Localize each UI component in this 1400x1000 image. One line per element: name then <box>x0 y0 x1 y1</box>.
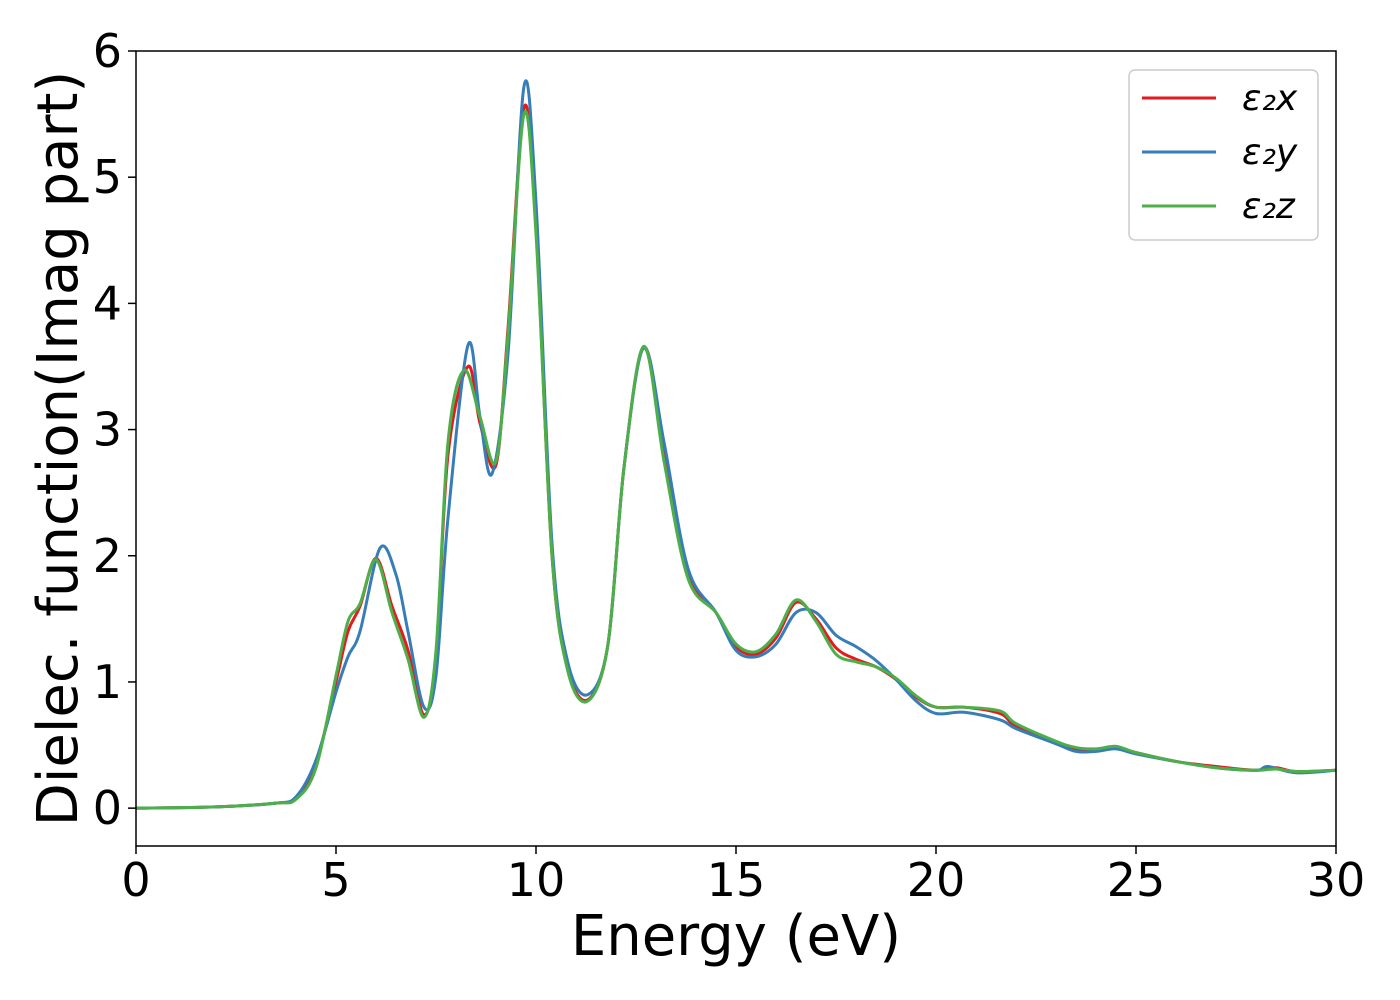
legend: ε₂x ε₂y ε₂z <box>1128 69 1319 241</box>
y-tick-label: 4 <box>93 276 122 330</box>
plot-frame <box>135 50 1337 847</box>
y-tick-label: 0 <box>93 781 122 835</box>
y-axis-label: Dielec. function(Imag part) <box>26 71 91 827</box>
x-tick-label: 20 <box>907 853 966 907</box>
x-tick-label: 5 <box>321 853 350 907</box>
x-tick-label: 15 <box>707 853 766 907</box>
series-lines <box>135 79 1337 810</box>
x-tick-label: 10 <box>507 853 566 907</box>
y-tick-label: 2 <box>93 529 122 583</box>
x-tick-label: 30 <box>1307 853 1366 907</box>
legend-box <box>1128 69 1319 241</box>
y-tick-label: 1 <box>93 655 122 709</box>
legend-label-eps2y: ε₂y <box>1242 132 1298 173</box>
legend-label-eps2z: ε₂z <box>1242 186 1296 227</box>
x-tick-label: 0 <box>121 853 150 907</box>
x-axis-ticks: 0 5 10 15 20 25 30 <box>121 846 1365 907</box>
legend-label-eps2x: ε₂x <box>1242 78 1298 119</box>
y-tick-label: 3 <box>93 403 122 457</box>
y-tick-label: 5 <box>93 150 122 204</box>
y-tick-label: 6 <box>93 24 122 78</box>
x-axis-label: Energy (eV) <box>571 904 901 969</box>
series-line-eps2z <box>135 110 1337 810</box>
x-tick-label: 25 <box>1107 853 1166 907</box>
y-axis-ticks: 0 1 2 3 4 5 6 <box>93 24 136 835</box>
